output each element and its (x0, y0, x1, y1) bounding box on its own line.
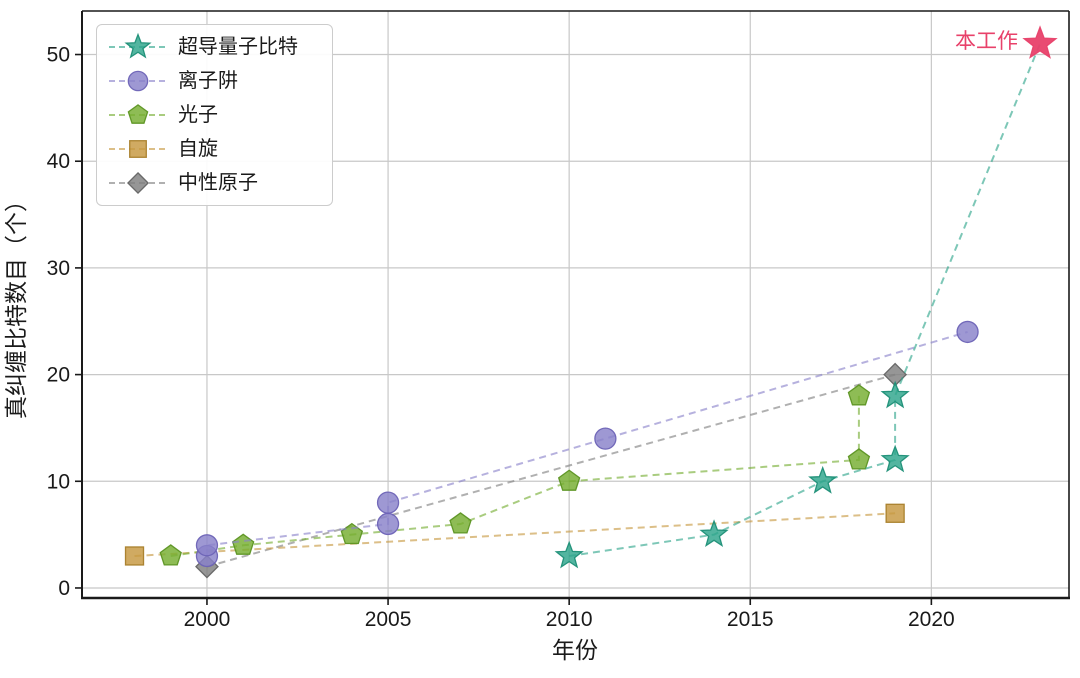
legend-label-ion-trap: 离子阱 (178, 69, 238, 92)
y-tick-label: 10 (47, 470, 70, 493)
data-point-spin (885, 503, 905, 523)
series-line-photons (170, 395, 860, 557)
axis-ticks: 2000 2005 2010 2015 2020 0 10 20 30 40 50 (47, 44, 955, 631)
series-photons (159, 384, 871, 566)
data-point-photons (340, 522, 364, 545)
data-point-photons (159, 544, 182, 566)
x-tick-label: 2010 (546, 608, 593, 631)
x-axis-label: 年份 (552, 637, 598, 663)
y-axis-label: 真纠缠比特数目（个） (3, 189, 29, 419)
series-neutral-atoms (195, 362, 908, 579)
data-point-photons (847, 448, 871, 470)
legend-item-ion-trap: 离子阱 (107, 64, 322, 97)
series-ion-trap (195, 320, 979, 568)
legend-marker-photons (127, 104, 149, 124)
series-spin (124, 503, 905, 566)
series-line-neutral-atoms (206, 373, 896, 568)
data-point-superconducting-qubits (554, 540, 584, 569)
annotation-marker-star (1022, 25, 1058, 59)
data-point-superconducting-qubits (880, 444, 910, 473)
series-line-spin (134, 512, 896, 557)
legend-label-superconducting-qubits: 超导量子比特 (178, 35, 298, 58)
annotation-label: 本工作 (955, 30, 1018, 53)
y-tick-label: 0 (58, 577, 70, 600)
x-tick-label: 2015 (727, 608, 774, 631)
legend-marker-ion-trap (127, 70, 149, 92)
data-point-photons (231, 533, 255, 555)
legend-circle-icon (109, 70, 167, 92)
y-tick-label: 30 (47, 257, 70, 280)
x-tick-label: 2000 (184, 608, 231, 631)
data-point-ion-trap (956, 320, 979, 344)
legend-star-icon (109, 32, 167, 59)
legend-label-photons: 光子 (178, 103, 218, 126)
legend-item-spin: 自旋 (107, 133, 322, 166)
legend-square-icon (109, 140, 167, 159)
series-layer (124, 25, 1058, 579)
legend-item-neutral-atoms: 中性原子 (107, 167, 322, 200)
legend-pentagon-icon (109, 104, 167, 124)
data-point-ion-trap (594, 427, 617, 450)
legend-marker-neutral-atoms (126, 172, 150, 195)
legend-label-neutral-atoms: 中性原子 (178, 172, 258, 195)
y-tick-label: 40 (47, 150, 70, 173)
series-line-superconducting-qubits (569, 43, 1041, 557)
data-point-photons (449, 512, 472, 534)
data-point-ion-trap (195, 534, 219, 557)
legend-diamond-icon (109, 172, 167, 195)
series-line-ion-trap (206, 330, 968, 556)
legend-marker-spin (129, 140, 147, 159)
axes-spines (81, 10, 1070, 600)
legend: 超导量子比特 离子阱光子自旋中性原子 (96, 24, 333, 206)
legend-item-photons: 光子 (107, 98, 322, 131)
data-point-spin (124, 546, 145, 566)
data-point-photons (557, 469, 581, 491)
data-point-ion-trap (376, 512, 400, 536)
data-point-superconducting-qubits (808, 465, 838, 494)
x-tick-label: 2005 (365, 608, 412, 631)
legend-marker-superconducting-qubits (124, 32, 152, 59)
data-point-ion-trap (376, 491, 400, 514)
x-tick-label: 2020 (908, 608, 955, 631)
y-tick-label: 50 (47, 44, 70, 67)
legend-item-superconducting-qubits: 超导量子比特 (107, 30, 322, 63)
y-tick-label: 20 (47, 364, 70, 387)
data-point-superconducting-qubits (699, 519, 729, 548)
series-superconducting-qubits (554, 43, 1041, 569)
legend-label-spin: 自旋 (178, 138, 218, 161)
data-point-superconducting-qubits (880, 380, 910, 409)
data-point-photons (847, 384, 871, 406)
